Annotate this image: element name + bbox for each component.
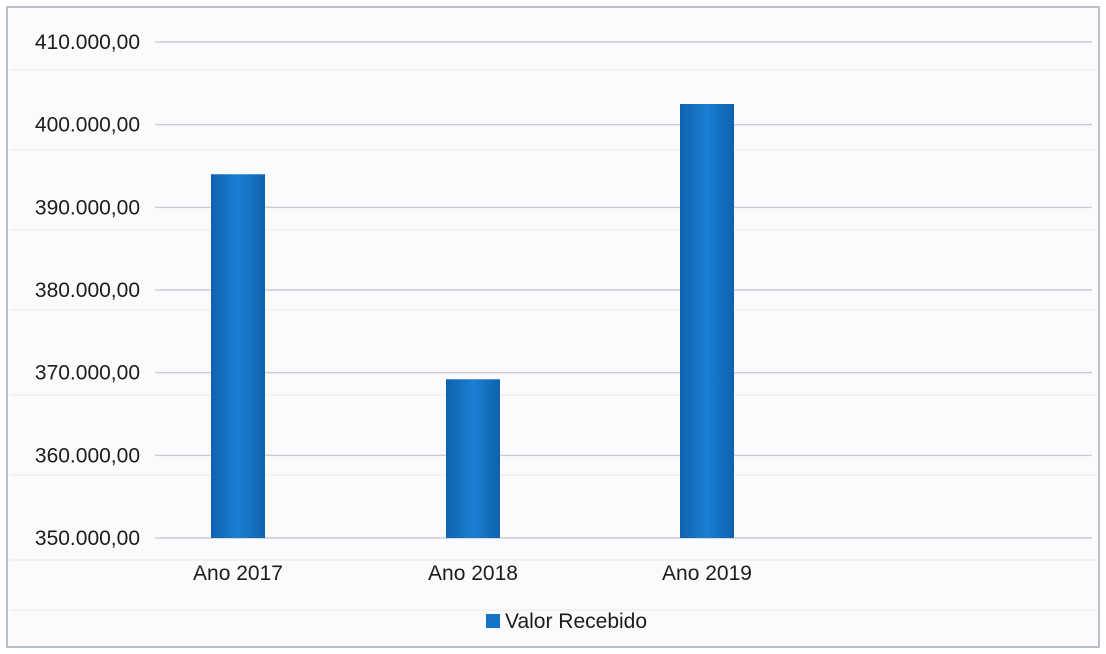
bar-ano-2017 <box>211 174 265 538</box>
background-lines <box>10 69 1098 611</box>
bar-ano-2019 <box>680 104 734 538</box>
gridlines <box>155 41 1092 539</box>
chart-frame <box>6 6 1100 648</box>
x-category-label: Ano 2019 <box>662 562 752 585</box>
legend-label: Valor Recebido <box>505 610 647 633</box>
y-tick-label: 400.000,00 <box>35 114 140 137</box>
legend: Valor Recebido <box>486 610 647 633</box>
y-tick-label: 370.000,00 <box>35 362 140 385</box>
y-tick-label: 360.000,00 <box>35 444 140 467</box>
legend-swatch <box>486 614 500 628</box>
bar-ano-2018 <box>446 379 500 538</box>
x-axis-category-labels: Ano 2017 Ano 2018 Ano 2019 <box>193 562 752 585</box>
y-tick-label: 350.000,00 <box>35 527 140 550</box>
y-axis-tick-labels: 410.000,00 400.000,00 390.000,00 380.000,00… <box>35 31 140 550</box>
x-category-label: Ano 2017 <box>193 562 283 585</box>
bars <box>211 104 734 538</box>
x-category-label: Ano 2018 <box>428 562 518 585</box>
y-tick-label: 380.000,00 <box>35 279 140 302</box>
y-tick-label: 410.000,00 <box>35 31 140 54</box>
y-tick-label: 390.000,00 <box>35 196 140 219</box>
